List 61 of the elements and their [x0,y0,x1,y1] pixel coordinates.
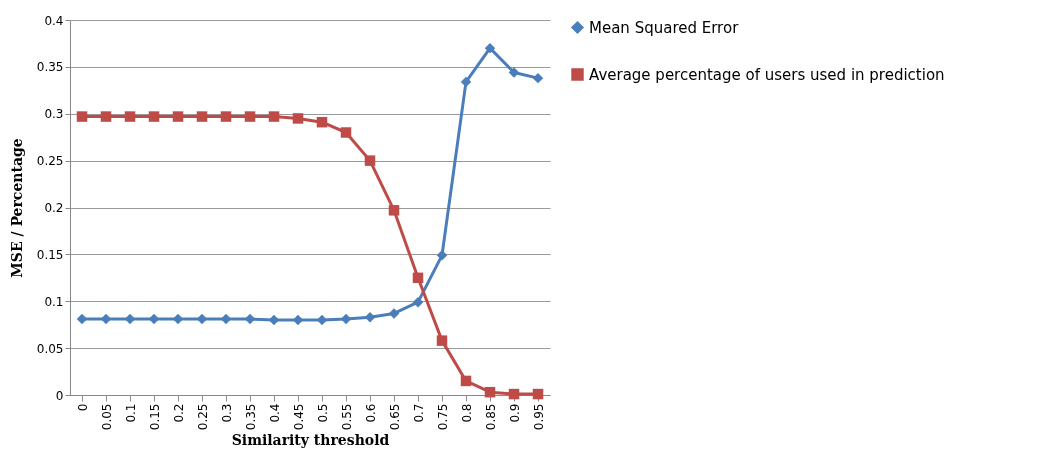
x-tick-label: 0.85 [483,403,498,431]
point [76,111,88,122]
x-tick-label: 0.05 [99,403,114,431]
x-tick-label: 0.6 [363,403,378,423]
y-tick-label: 0.3 [44,107,64,122]
x-tick-label: 0.25 [195,403,210,431]
point [436,335,448,346]
x-tick-label: 0.1 [123,403,138,423]
point [412,272,424,284]
x-tick-label: 0.15 [147,403,162,431]
y-tick-label: 0.2 [44,201,64,215]
point [388,308,400,319]
y-tick-label: 0 [55,388,64,403]
y-tick-label: 0.25 [36,154,64,169]
point [292,113,304,124]
point [100,111,112,122]
legend-label: Average percentage of users used in prediction [589,65,945,84]
point [508,388,520,400]
point [412,296,424,308]
point [244,111,256,122]
point [364,155,376,166]
x-tick-label: 0.75 [435,403,450,431]
x-tick-label: 0.95 [531,403,546,431]
x-tick-label: 0.3 [219,403,234,423]
point [316,116,328,128]
x-tick-label: 0 [75,403,90,412]
point [148,111,160,122]
y-tick-label: 0.1 [44,294,64,309]
point [268,111,280,122]
legend-label: Mean Squared Error [589,18,740,37]
point [532,72,544,84]
point [340,127,352,138]
x-axis-title: Similarity threshold [231,432,390,449]
x-tick-label: 0.35 [243,403,258,431]
y-tick-label: 0.05 [36,341,64,356]
point [364,311,376,323]
x-tick-label: 0.65 [387,403,402,431]
x-tick-label: 0.7 [411,403,426,423]
y-tick-label: 0.4 [44,13,64,28]
y-tick-label: 0.35 [36,60,64,75]
x-tick-label: 0.8 [459,403,474,423]
point [124,111,136,122]
point [388,205,400,216]
point [484,386,496,398]
x-tick-label: 0.5 [315,403,330,423]
x-tick-label: 0.9 [507,403,522,423]
point [460,76,472,88]
point [220,111,232,122]
x-tick-label: 0.45 [291,403,306,431]
point [508,67,520,78]
x-tick-label: 0.4 [267,403,282,423]
x-tick-label: 0.55 [339,403,354,431]
point [532,388,544,400]
x-tick-label: 0.2 [171,403,186,423]
y-axis-title: MSE / Percentage [8,138,25,278]
point [436,250,448,261]
point [172,111,184,122]
point [196,111,208,122]
y-tick-label: 0.15 [36,247,64,262]
point [460,375,472,387]
point [484,42,496,54]
